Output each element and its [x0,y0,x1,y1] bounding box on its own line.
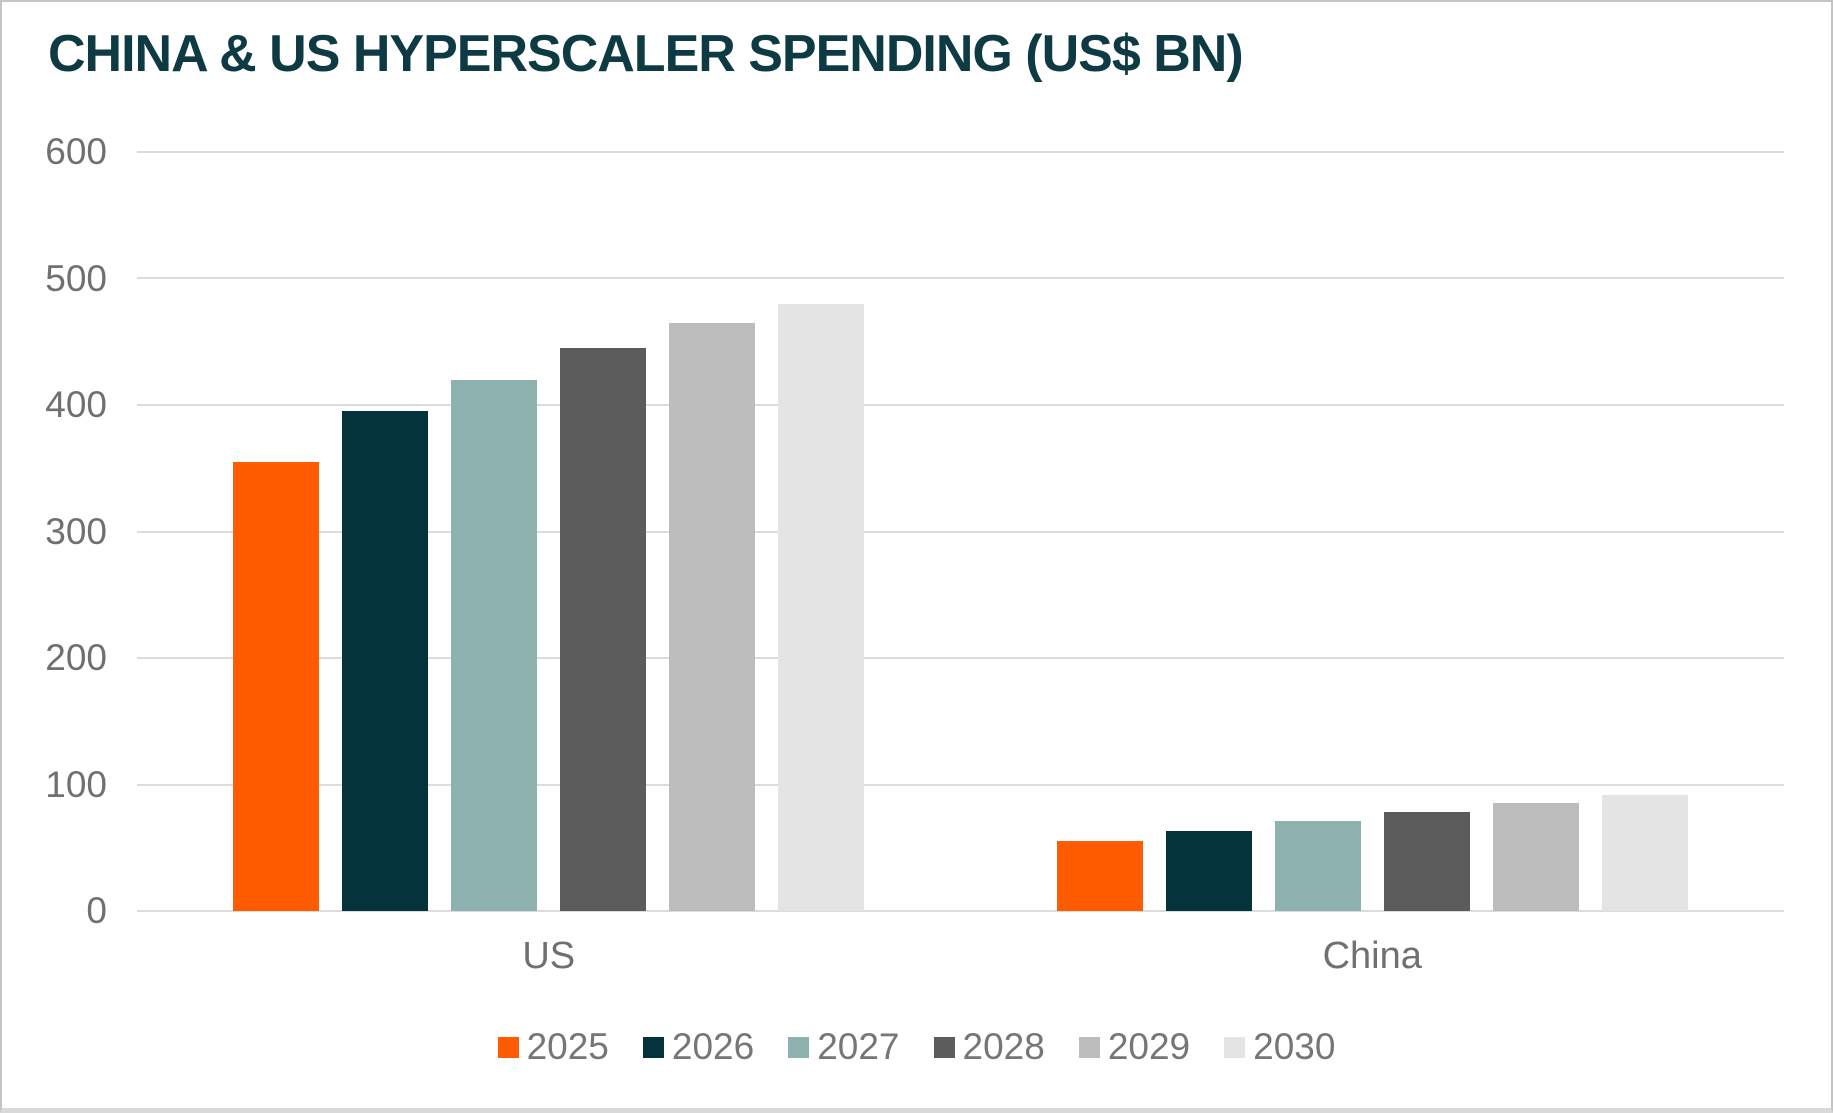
y-tick-label-400: 400 [45,384,107,425]
y-tick-label-500: 500 [45,257,107,299]
bar-us-2028 [560,348,647,911]
legend-label-2028: 2028 [962,1026,1045,1067]
legend-item-2030: 2030 [1224,1026,1335,1068]
plot-area [137,151,1784,912]
bar-us-2025 [233,461,320,911]
legend-item-2026: 2026 [642,1026,755,1068]
legend-item-2028: 2028 [933,1026,1045,1068]
legend-swatch-icon [497,1036,519,1058]
chart-title: CHINA & US HYPERSCALER SPENDING (US$ BN) [48,25,1244,83]
gridline-0 [137,910,1784,912]
bar-group-china [1056,152,1688,911]
gridline-200 [137,656,1784,659]
bar-china-2028 [1383,812,1470,911]
bar-us-2026 [342,411,429,911]
bars-layer [137,152,1784,911]
category-label-us: US [522,935,576,977]
legend-label-2027: 2027 [817,1026,900,1067]
gridline-300 [137,530,1784,533]
bar-us-2030 [778,303,865,911]
gridline-400 [137,403,1784,406]
bar-china-2029 [1492,803,1579,911]
legend-swatch-icon [788,1036,810,1058]
bar-china-2027 [1274,821,1361,911]
gridline-100 [137,783,1784,786]
legend-swatch-icon [642,1036,664,1058]
bar-group-us [233,152,865,911]
y-tick-label-0: 0 [86,890,107,931]
legend-item-2029: 2029 [1078,1026,1191,1068]
y-tick-label-200: 200 [45,637,107,678]
bar-us-2029 [669,322,756,911]
bar-china-2030 [1601,794,1688,911]
legend-swatch-icon [1224,1036,1246,1058]
y-tick-label-100: 100 [45,763,107,805]
bar-china-2026 [1165,831,1252,911]
legend-swatch-icon [933,1036,955,1058]
gridline-600 [137,151,1784,153]
legend-label-2030: 2030 [1253,1026,1336,1067]
legend-item-2027: 2027 [788,1026,900,1068]
category-label-china: China [1322,935,1422,977]
bar-china-2025 [1056,841,1143,911]
legend-label-2025: 2025 [526,1026,609,1067]
x-axis-category-labels: US China [137,935,1784,978]
legend-item-2025: 2025 [497,1026,609,1068]
legend-swatch-icon [1078,1036,1100,1058]
gridline-500 [137,277,1784,280]
y-tick-label-600: 600 [45,131,107,172]
legend-label-2029: 2029 [1107,1026,1191,1067]
y-tick-label-300: 300 [45,510,107,552]
legend: 2025 2026 2027 2028 2029 2030 [2,1026,1831,1068]
bar-us-2027 [451,379,538,911]
legend-label-2026: 2026 [671,1026,755,1067]
